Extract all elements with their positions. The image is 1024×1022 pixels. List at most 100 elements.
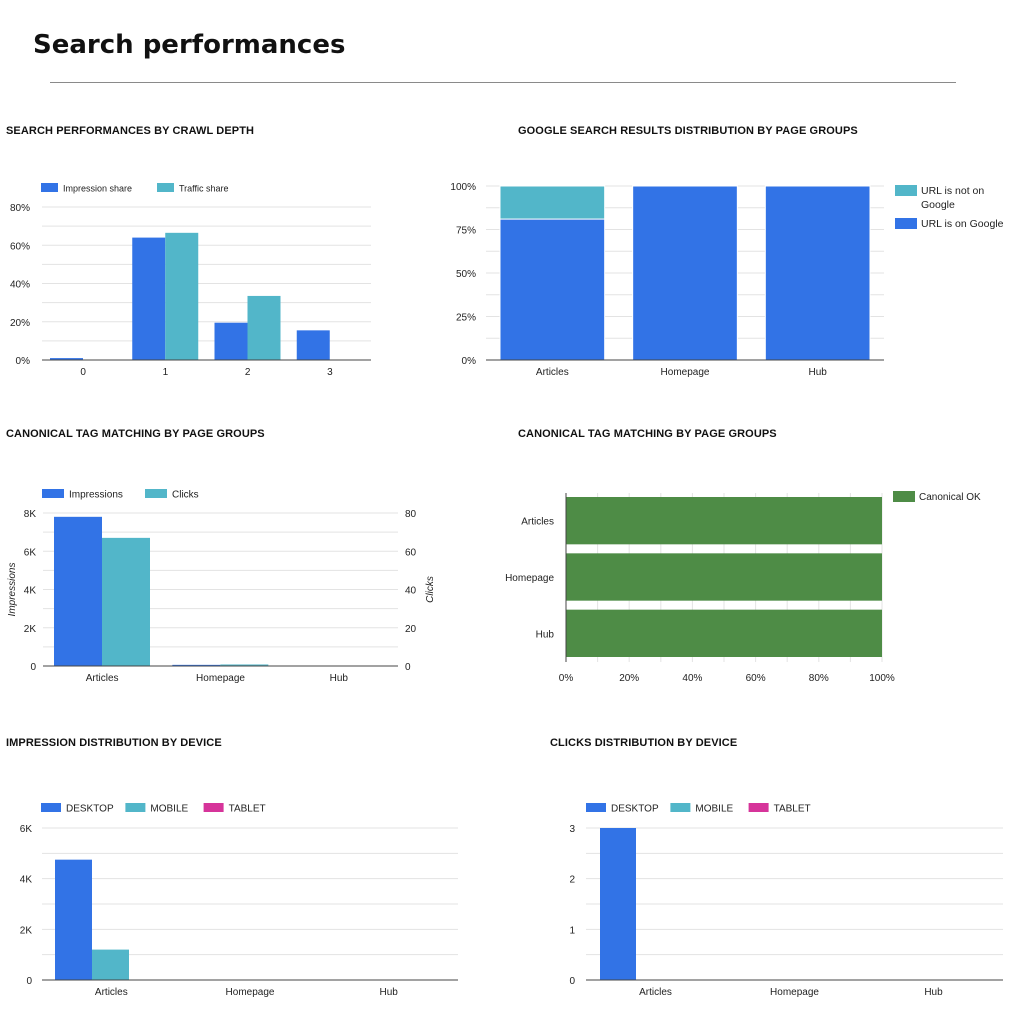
bar-desktop-articles: [600, 828, 636, 980]
y-tick-label: 3: [569, 824, 575, 835]
legend-label: Clicks: [172, 490, 199, 501]
legend-swatch: [893, 491, 915, 502]
x-tick-label: 1: [163, 367, 169, 378]
chart-title-crawl-depth: SEARCH PERFORMANCES BY CRAWL DEPTH: [6, 125, 255, 137]
x-tick-label: 60%: [746, 673, 766, 684]
y-tick-label: 1: [569, 925, 575, 936]
y-tick-label: 2K: [24, 624, 37, 635]
legend-swatch: [125, 803, 146, 812]
y-tick-label: 20%: [10, 318, 30, 329]
bar-traffic-share-1: [165, 232, 199, 360]
x-tick-label: Articles: [86, 673, 119, 684]
y2-tick-label: 40: [405, 586, 417, 597]
x-tick-label: 2: [245, 367, 251, 378]
y-tick-label: Homepage: [505, 573, 554, 584]
y-tick-label: 40%: [10, 280, 30, 291]
x-tick-label: Hub: [808, 367, 827, 378]
legend-label: Google: [921, 199, 955, 211]
legend-swatch: [203, 803, 224, 812]
y-tick-label: Hub: [536, 629, 555, 640]
y-tick-label: 6K: [20, 824, 33, 835]
y-tick-label: 4K: [24, 586, 37, 597]
chart-google-distribution: 0% 25% 50% 75% 100% Articles Homepage Hub URL is…: [450, 182, 1003, 378]
y-tick-label: 60%: [10, 241, 30, 252]
x-tick-label: 0: [80, 367, 86, 378]
legend-swatch: [145, 489, 167, 498]
bar-url-is-not-on-google-articles: [499, 185, 606, 220]
legend-swatch: [748, 803, 769, 812]
legend-label: TABLET: [229, 804, 266, 815]
bar-impression-share-2: [214, 322, 248, 360]
legend-label: MOBILE: [695, 804, 733, 815]
x-tick-label: Articles: [95, 987, 128, 998]
x-tick-label: Articles: [639, 987, 672, 998]
legend-label: Canonical OK: [919, 492, 981, 503]
bar-impression-share-1: [132, 237, 166, 360]
x-tick-label: 100%: [869, 673, 895, 684]
bar-impressions-homepage: [172, 664, 221, 666]
chart-title-clicks-device: CLICKS DISTRIBUTION BY DEVICE: [550, 737, 738, 749]
legend-swatch: [157, 183, 174, 192]
bar-impression-share-3: [296, 330, 330, 360]
y-tick-label: 0%: [462, 356, 477, 367]
y-tick-label: 6K: [24, 547, 37, 558]
bar-canonical-ok-homepage: [566, 553, 882, 601]
x-tick-label: Articles: [536, 367, 569, 378]
chart-impression-device: 0 2K 4K 6K Articles Homepage Hub DESKTOP MOBILE T…: [20, 803, 458, 998]
y-tick-label: 100%: [450, 182, 476, 193]
legend-label: DESKTOP: [611, 804, 659, 815]
x-tick-label: 3: [327, 367, 333, 378]
chart-canonical-dual-axis: 0 2K 4K 6K 8K Articles Homepage Hub 0 20 40 60 80 Imp…: [7, 489, 436, 684]
bar-canonical-ok-articles: [566, 497, 882, 545]
y-tick-label: 0%: [16, 356, 31, 367]
bar-desktop-articles: [55, 859, 92, 980]
x-tick-label: 0%: [559, 673, 574, 684]
bar-traffic-share-2: [247, 295, 281, 360]
chart-title-canonical-ok: CANONICAL TAG MATCHING BY PAGE GROUPS: [518, 428, 777, 440]
legend-label: MOBILE: [150, 804, 188, 815]
x-tick-label: Hub: [379, 987, 398, 998]
chart-title-impression-device: IMPRESSION DISTRIBUTION BY DEVICE: [6, 737, 222, 749]
y-tick-label: 75%: [456, 226, 476, 237]
y-tick-label: 0: [30, 662, 36, 673]
legend-label: URL is not on: [921, 185, 984, 197]
legend-swatch: [42, 489, 64, 498]
legend-swatch: [41, 803, 61, 812]
legend-swatch: [41, 183, 58, 192]
y-tick-label: 4K: [20, 875, 33, 886]
y-tick-label: 50%: [456, 269, 476, 280]
legend-label: URL is on Google: [921, 218, 1004, 230]
y-tick-label: 80%: [10, 203, 30, 214]
bar-url-is-on-google-articles: [499, 218, 606, 361]
bar-impression-share-0: [50, 358, 83, 360]
bar-mobile-articles: [92, 949, 129, 980]
y-tick-label: 2K: [20, 925, 33, 936]
x-tick-label: Homepage: [196, 673, 245, 684]
legend-swatch: [670, 803, 691, 812]
x-tick-label: 80%: [809, 673, 829, 684]
bar-url-is-on-google-homepage: [632, 185, 738, 361]
legend-swatch: [895, 185, 917, 196]
x-tick-label: 20%: [619, 673, 639, 684]
page-title: Search performances: [33, 30, 346, 60]
chart-canonical-ok: 0% 20% 40% 60% 80% 100% Articles Homepage Hub Can…: [505, 491, 981, 684]
y2-tick-label: 20: [405, 624, 417, 635]
chart-title-canonical-dual: CANONICAL TAG MATCHING BY PAGE GROUPS: [6, 428, 265, 440]
y-tick-label: 25%: [456, 313, 476, 324]
legend-swatch: [895, 218, 917, 229]
bar-canonical-ok-hub: [566, 609, 882, 657]
x-tick-label: Hub: [330, 673, 349, 684]
title-divider: [50, 82, 956, 83]
chart-title-google-distribution: GOOGLE SEARCH RESULTS DISTRIBUTION BY PA…: [518, 125, 858, 137]
x-tick-label: Homepage: [661, 367, 710, 378]
chart-crawl-depth: 0% 20% 40% 60% 80% 0 1 2 3 Impression share Traffi…: [10, 183, 371, 378]
chart-clicks-device: 0 1 2 3 Articles Homepage Hub DESKTOP MOBILE TABL…: [569, 803, 1003, 998]
y-tick-label: 8K: [24, 509, 37, 520]
bar-clicks-articles: [102, 537, 150, 666]
legend-label: Impressions: [69, 490, 123, 501]
y2-tick-label: 80: [405, 509, 417, 520]
x-tick-label: Homepage: [770, 987, 819, 998]
x-tick-label: 40%: [682, 673, 702, 684]
legend-swatch: [586, 803, 606, 812]
